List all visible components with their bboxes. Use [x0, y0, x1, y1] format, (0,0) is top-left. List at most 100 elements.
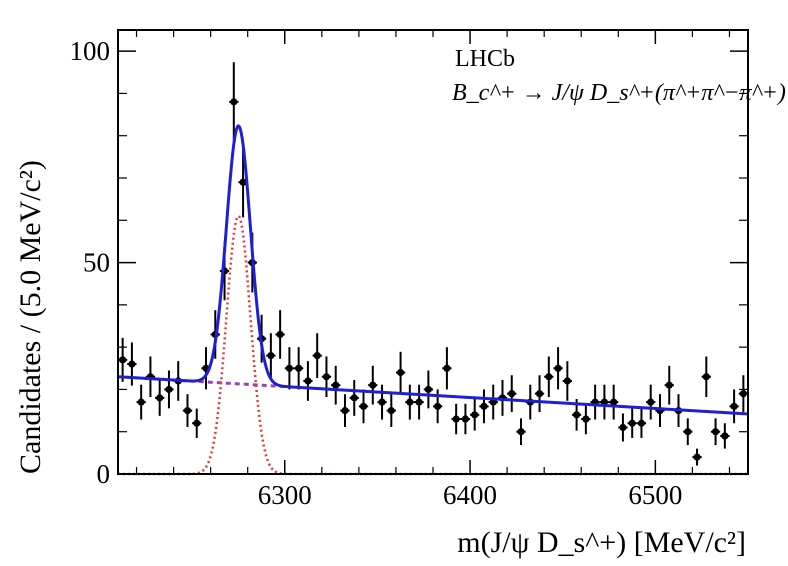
data-point [368, 365, 378, 405]
data-point [507, 375, 517, 413]
point-marker [230, 98, 238, 106]
point-marker [276, 330, 284, 339]
point-marker [452, 415, 460, 423]
data-point [701, 356, 711, 398]
point-marker [461, 415, 470, 423]
point-marker [295, 364, 303, 372]
point-marker [535, 390, 544, 398]
experiment-label: LHCb [455, 46, 515, 72]
y-axis-title: Candidates / (5.0 MeV/c²) [14, 160, 47, 474]
data-point [692, 448, 702, 466]
data-point [627, 408, 637, 438]
fit-layer [117, 123, 749, 476]
point-marker [471, 411, 479, 419]
data-point [182, 394, 193, 427]
point-marker [415, 398, 423, 406]
x-axis-title: m(J/ψ D_s^+) [MeV/c²] [457, 526, 746, 559]
data-layer [118, 62, 748, 466]
data-point [229, 62, 239, 142]
point-marker [693, 453, 701, 461]
data-point [470, 398, 480, 431]
x-tick-label: 6400 [443, 480, 497, 510]
point-marker [711, 428, 720, 436]
data-point [155, 379, 165, 416]
x-tick-label: 6500 [628, 480, 682, 510]
data-point [738, 375, 748, 413]
point-marker [563, 377, 571, 385]
point-marker [406, 398, 414, 406]
y-tick-label: 0 [97, 459, 111, 489]
data-point [358, 389, 369, 424]
data-point [729, 389, 739, 424]
point-marker [517, 428, 525, 436]
point-marker [378, 398, 386, 406]
point-marker [582, 415, 590, 423]
data-point [534, 375, 545, 413]
point-marker [193, 419, 201, 427]
point-marker [424, 385, 432, 394]
point-marker [647, 398, 655, 406]
data-point [571, 398, 582, 431]
point-marker [545, 373, 553, 381]
data-point [460, 403, 471, 435]
point-marker [619, 423, 627, 432]
point-marker [156, 394, 164, 402]
data-point [720, 423, 730, 449]
point-marker [165, 385, 173, 394]
data-point [423, 370, 433, 409]
data-point [118, 337, 128, 382]
data-point [238, 147, 248, 218]
data-point [553, 347, 563, 390]
point-marker [369, 381, 377, 389]
point-marker [350, 394, 358, 402]
decay-label: B_c^+ → J/ψ D_s^+(π^+π^−π^+) [452, 80, 786, 106]
data-point [331, 365, 341, 405]
data-point [414, 384, 424, 420]
point-marker [665, 381, 673, 389]
data-point [451, 403, 461, 435]
total-fit-curve [117, 123, 749, 416]
plot-frame [117, 29, 749, 475]
point-marker [128, 360, 136, 368]
point-marker [434, 402, 442, 410]
data-point [562, 361, 572, 401]
point-marker [739, 390, 747, 398]
point-marker [573, 411, 581, 419]
point-marker [119, 356, 127, 364]
point-marker [341, 406, 349, 415]
point-marker [702, 373, 710, 381]
point-marker [359, 402, 368, 410]
tick-layer: 6300 6400 6500 0 50 100 [70, 30, 748, 510]
point-marker [554, 364, 562, 372]
data-point [683, 418, 693, 446]
data-point [136, 384, 146, 420]
y-tick-label: 50 [83, 248, 110, 278]
point-marker [332, 381, 340, 389]
point-marker [137, 398, 145, 406]
x-tick-label: 6300 [258, 480, 312, 510]
point-marker [443, 364, 451, 372]
data-point [479, 389, 489, 424]
data-point [303, 361, 313, 401]
data-point [284, 347, 295, 390]
data-point [664, 365, 674, 405]
point-marker [285, 364, 293, 372]
data-point [377, 384, 387, 420]
point-marker [267, 352, 275, 360]
point-marker [721, 432, 729, 440]
point-marker [304, 377, 312, 385]
data-point [609, 384, 619, 420]
data-point [349, 379, 359, 416]
data-point [312, 333, 322, 378]
point-marker [313, 352, 321, 360]
point-marker [480, 402, 488, 410]
data-point [516, 418, 526, 446]
data-point [340, 394, 350, 427]
data-point [164, 370, 174, 409]
data-point [275, 310, 285, 359]
point-marker [183, 406, 192, 415]
point-marker [239, 178, 247, 186]
data-point [646, 384, 656, 420]
